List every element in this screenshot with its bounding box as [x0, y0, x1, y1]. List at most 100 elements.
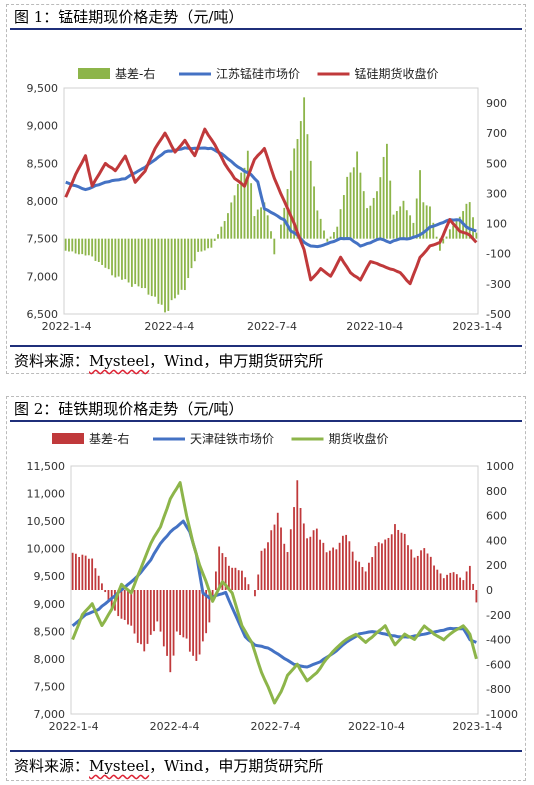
basis-bar [188, 590, 191, 652]
left-axis-tick-label: 8,000 [27, 195, 59, 208]
basis-bar [425, 205, 428, 239]
basis-bar [449, 572, 452, 590]
basis-bar [88, 558, 90, 590]
basis-bar [446, 574, 448, 590]
basis-bar [399, 206, 402, 239]
basis-bar [422, 202, 425, 239]
chart-panel-2: 图 2：硅铁期现价格走势（元/吨） 7,000 7,500 8,000 8,500 9,… [6, 396, 526, 781]
basis-bar [389, 180, 392, 239]
basis-bar [372, 197, 375, 239]
right-axis-tick-label: -500 [486, 308, 511, 321]
basis-bar [81, 554, 84, 590]
basis-bar [107, 590, 110, 601]
basis-bar [156, 590, 159, 622]
basis-bar [227, 213, 229, 239]
basis-bar [361, 567, 364, 590]
basis-bar [293, 148, 296, 239]
basis-bar [71, 552, 74, 590]
basis-bar [468, 565, 471, 590]
figure-title-2: 图 2：硅铁期现价格走势（元/吨） [14, 400, 244, 418]
basis-bar [257, 574, 260, 590]
basis-bar [127, 590, 129, 625]
right-axis-tick-label: -1000 [486, 708, 518, 721]
basis-bar [157, 238, 160, 304]
basis-bar [435, 236, 438, 239]
basis-bar [260, 550, 263, 590]
left-axis-tick-label: 7,000 [34, 708, 66, 721]
basis-bar [231, 567, 234, 590]
basis-bar [240, 172, 243, 239]
basis-bar [203, 238, 206, 251]
basis-bar [78, 557, 81, 590]
basis-bar [175, 590, 178, 632]
basis-bar [160, 238, 163, 305]
basis-bar [289, 529, 292, 590]
basis-bar [465, 203, 468, 239]
basis-bar [394, 524, 396, 590]
basis-bar [84, 238, 87, 256]
right-axis-tick-label: 700 [486, 127, 507, 140]
basis-bar [266, 215, 269, 239]
basis-bar [107, 238, 110, 270]
basis-bar [315, 528, 318, 590]
legend-label: 天津硅铁市场价 [190, 431, 274, 446]
basis-bar [97, 238, 100, 263]
basis-bar [130, 590, 133, 626]
basis-bar [263, 202, 266, 239]
basis-bar [356, 151, 359, 239]
basis-bar [136, 590, 139, 643]
series-line [65, 146, 477, 249]
basis-bar [400, 532, 403, 590]
basis-bar [192, 590, 194, 656]
basis-bar [475, 590, 478, 603]
basis-bar [172, 590, 175, 656]
basis-bar [104, 238, 107, 268]
basis-bar [309, 536, 312, 590]
basis-bar [97, 575, 100, 590]
x-axis-tick-label: 2023-1-4 [452, 720, 502, 733]
right-axis-tick-label: 100 [486, 218, 507, 231]
legend-label: 期货收盘价 [329, 431, 389, 446]
basis-bar [218, 546, 221, 590]
legend-label: 锰硅期货收盘价 [355, 66, 439, 81]
right-axis-tick-label: -400 [486, 634, 511, 647]
basis-bar [377, 542, 380, 590]
basis-bar [439, 238, 441, 251]
basis-bar [250, 183, 253, 239]
basis-bar [200, 238, 203, 252]
basis-bar [230, 202, 233, 239]
basis-bar [448, 229, 451, 239]
title-rule [10, 420, 522, 422]
left-axis-tick-label: 8,000 [34, 653, 66, 666]
basis-bar [253, 216, 256, 239]
left-axis-tick-label: 9,000 [27, 120, 59, 133]
basis-bar [87, 238, 90, 256]
basis-bar [244, 577, 247, 590]
source-note-2: 资料来源：Mysteel，Wind，申万期货研究所 [14, 755, 323, 776]
panel-border [6, 396, 526, 781]
basis-bar [397, 529, 400, 590]
basis-bar [338, 542, 341, 590]
basis-bar [390, 534, 393, 590]
basis-bar [410, 549, 413, 590]
basis-bar [180, 238, 183, 290]
basis-bar [299, 121, 302, 239]
basis-bar [409, 215, 412, 239]
basis-bar [433, 565, 435, 590]
basis-bar [376, 191, 378, 239]
basis-bar [468, 202, 471, 239]
basis-bar [420, 550, 422, 590]
basis-bar [254, 590, 256, 597]
basis-bar [352, 167, 355, 239]
basis-bar [166, 590, 168, 656]
source-prefix: 资料来源： [14, 757, 90, 775]
source-brand: Mysteel [89, 757, 150, 775]
basis-bar [413, 557, 416, 590]
basis-bar [407, 545, 409, 590]
basis-bar [323, 230, 325, 239]
basis-bar [104, 590, 107, 593]
basis-bar [123, 590, 126, 620]
basis-bar [140, 590, 142, 645]
x-axis-tick-label: 2023-1-4 [452, 320, 502, 333]
legend-swatch [52, 433, 84, 444]
